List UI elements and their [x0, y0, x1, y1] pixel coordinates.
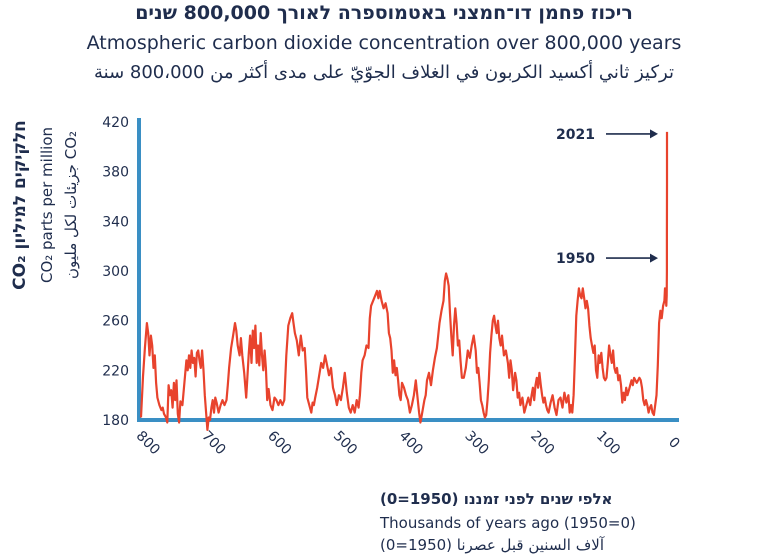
chart-title-arabic: تركيز ثاني أكسيد الكربون في الغلاف الجوّ…: [94, 62, 674, 83]
x-tick-label: 800: [133, 428, 163, 458]
annotations: 2021 1950: [556, 127, 658, 267]
annotation-label-2021: 2021: [556, 127, 595, 143]
co2-chart: חלקיקים למיליון CO₂ CO₂ parts per millio…: [10, 115, 683, 458]
y-axis-ticks: 180 220 260 300 340 380 420: [102, 115, 129, 429]
y-axis-label-english: CO₂ parts per million: [38, 127, 56, 283]
x-tick-label: 400: [396, 428, 426, 458]
y-tick-label: 300: [102, 264, 129, 280]
y-tick-label: 260: [102, 314, 129, 330]
x-tick-label: 200: [527, 428, 557, 458]
x-tick-label: 500: [330, 428, 360, 458]
x-tick-label: 300: [461, 428, 491, 458]
y-axis-labels: חלקיקים למיליון CO₂ CO₂ parts per millio…: [10, 120, 80, 290]
chart-title-english: Atmospheric carbon dioxide concentration…: [86, 32, 682, 54]
co2-series-line: [139, 131, 669, 431]
x-axis-ticks: 800 700 600 500 400 300 200 100 0: [133, 428, 683, 458]
x-tick-label: 100: [593, 428, 623, 458]
annotation-arrowhead-1950: [650, 253, 658, 263]
y-tick-label: 180: [102, 413, 129, 429]
x-axis-label-hebrew: אלפי שנים לפני זמננו (1950=0): [380, 490, 613, 508]
y-tick-label: 380: [102, 165, 129, 181]
y-tick-label: 420: [102, 115, 129, 131]
x-tick-label: 600: [264, 428, 294, 458]
x-axis-label-arabic: آلاف السنين قبل عصرنا (1950=0): [380, 536, 604, 554]
x-tick-label: 700: [198, 428, 228, 458]
annotation-label-1950: 1950: [556, 251, 595, 267]
x-tick-label: 0: [665, 434, 683, 452]
chart-title-hebrew: ריכוז פחמן דו־חמצני באטמוספרה לאורך 800,…: [135, 2, 633, 24]
annotation-arrowhead-2021: [650, 129, 658, 139]
y-axis-label-arabic: CO₂ جزيئات لكل مليون: [62, 131, 80, 279]
y-axis-label-hebrew: חלקיקים למיליון CO₂: [10, 120, 30, 290]
y-tick-label: 340: [102, 214, 129, 230]
x-axis-label-english: Thousands of years ago (1950=0): [380, 514, 636, 532]
y-tick-label: 220: [102, 363, 129, 379]
